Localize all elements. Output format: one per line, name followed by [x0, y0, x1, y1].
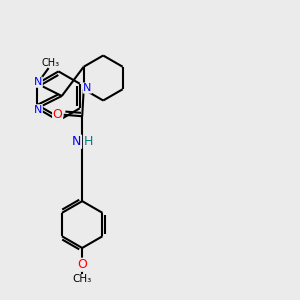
Text: N: N — [83, 83, 92, 93]
Text: O: O — [77, 258, 87, 271]
Text: N: N — [72, 135, 82, 148]
Text: N: N — [34, 105, 42, 115]
Text: H: H — [84, 135, 94, 148]
Text: CH₃: CH₃ — [41, 58, 59, 68]
Text: N: N — [34, 77, 42, 87]
Text: O: O — [53, 108, 62, 121]
Text: CH₃: CH₃ — [73, 274, 92, 284]
